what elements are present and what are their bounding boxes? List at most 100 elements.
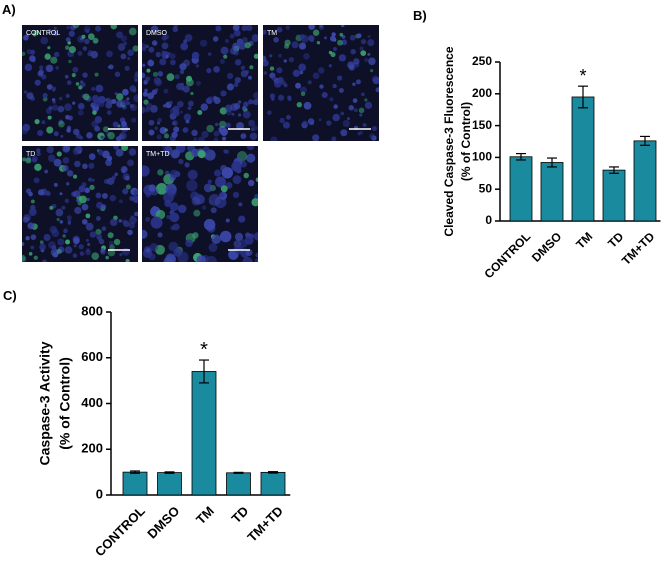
cell [65, 239, 71, 245]
cell [145, 44, 149, 49]
cell [222, 136, 227, 141]
cell [249, 132, 258, 140]
cell [213, 137, 219, 141]
cell [24, 63, 33, 72]
cell [359, 113, 363, 117]
cell [148, 129, 155, 136]
cell [192, 232, 199, 239]
cell [206, 124, 214, 133]
cell [95, 192, 102, 199]
cell [108, 64, 114, 70]
cell [270, 136, 278, 141]
cell [25, 236, 30, 241]
annotation: * [579, 66, 586, 86]
cell [295, 82, 301, 89]
cell [369, 133, 375, 139]
image-label: TM [267, 30, 277, 37]
cell [89, 184, 95, 190]
cell [75, 82, 80, 86]
cell [263, 71, 268, 75]
cell [321, 91, 328, 99]
cell [300, 91, 306, 97]
cell [25, 34, 29, 38]
cell [112, 121, 119, 128]
cell [102, 150, 110, 159]
cell [121, 219, 127, 225]
cell [83, 25, 91, 33]
cell [81, 218, 88, 225]
cell [58, 96, 63, 101]
cell [68, 59, 72, 64]
cell [91, 252, 100, 260]
cell [172, 26, 178, 33]
error-bar [268, 471, 278, 474]
cell [123, 41, 128, 46]
cell [370, 69, 374, 73]
cell [269, 66, 275, 71]
cell [163, 133, 170, 139]
y-tick-label: 800 [81, 303, 103, 318]
cell [337, 39, 343, 46]
bar [122, 471, 148, 496]
cell [187, 100, 194, 107]
cell [153, 77, 161, 85]
cell [129, 216, 137, 225]
y-tick-label: 0 [485, 213, 492, 227]
cell [367, 52, 371, 56]
cell [127, 229, 133, 236]
cell [157, 232, 163, 238]
cell [237, 39, 244, 46]
error-bar [578, 85, 588, 109]
cell [27, 222, 35, 230]
cell [74, 160, 81, 168]
cell [240, 70, 248, 78]
cell [122, 88, 129, 96]
cell [273, 36, 279, 43]
cell [219, 120, 227, 128]
cell [233, 29, 241, 37]
cell [117, 124, 121, 128]
cell [162, 104, 167, 108]
cell [47, 28, 52, 33]
error-bar [547, 157, 557, 168]
cell [316, 40, 321, 45]
cell [220, 90, 227, 97]
cell [41, 120, 46, 125]
cell [132, 195, 138, 204]
cell [234, 59, 242, 66]
cell [277, 76, 284, 84]
cell [283, 59, 287, 63]
cell [347, 117, 351, 121]
cell [201, 130, 209, 139]
cell [142, 63, 146, 67]
cell [176, 82, 184, 91]
cell [42, 259, 47, 262]
cell [292, 69, 301, 77]
cell [191, 51, 200, 60]
cell [176, 100, 184, 108]
cell [157, 71, 164, 77]
cell [208, 199, 214, 205]
cell [255, 252, 258, 258]
cell [119, 253, 123, 257]
cell [88, 162, 95, 169]
cell [58, 120, 65, 128]
cell [319, 84, 324, 89]
cell [102, 126, 109, 133]
cell [49, 225, 58, 234]
cell [276, 26, 283, 33]
x-tick-label: DMSO [144, 503, 182, 541]
cell [248, 119, 256, 127]
bar [191, 371, 217, 496]
cell [355, 79, 361, 85]
bar [633, 140, 657, 222]
cell [206, 67, 212, 74]
cell [89, 231, 97, 238]
cell [328, 50, 333, 55]
cell [63, 228, 68, 234]
cell [159, 126, 167, 135]
cell [82, 93, 90, 101]
cell [33, 29, 39, 36]
cell [106, 110, 112, 115]
cell [116, 31, 123, 39]
